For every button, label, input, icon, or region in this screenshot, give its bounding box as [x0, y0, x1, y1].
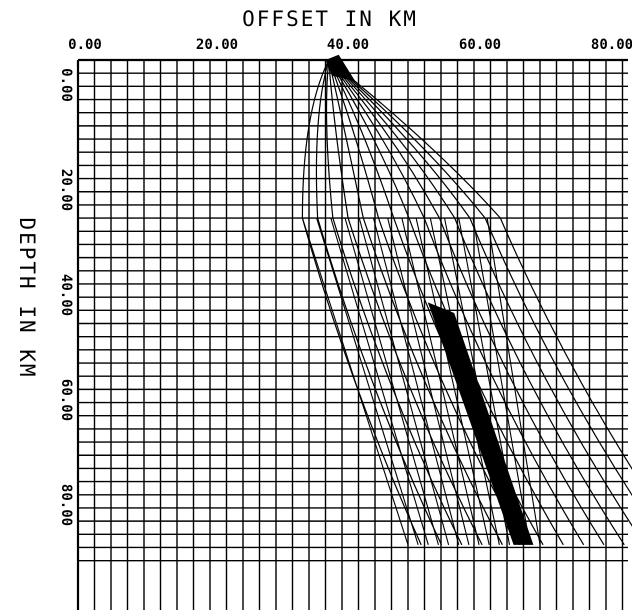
ray-path: [328, 59, 632, 470]
ray-path: [401, 217, 480, 545]
ray-path: [330, 217, 429, 545]
y-tick-label: 0.00: [58, 68, 74, 102]
ray-path: [301, 59, 422, 546]
x-tick-label: 40.00: [327, 37, 369, 53]
ray-path: [415, 217, 490, 545]
y-tick-labels: 0.00 20.00 40.00 60.00 80.00: [58, 68, 74, 526]
ray-path: [328, 59, 483, 546]
x-tick-labels: 0.00 20.00 40.00 60.00 80.00: [68, 37, 632, 53]
ray-path: [328, 59, 625, 546]
ray-path: [328, 59, 564, 546]
ray-path: [328, 59, 632, 527]
ray-path: [328, 59, 524, 546]
y-axis-title: DEPTH IN KM: [15, 217, 39, 378]
ray-path: [325, 59, 463, 546]
ray-path: [315, 59, 443, 546]
ray-path: [486, 218, 541, 545]
caustic-band: [427, 302, 534, 545]
x-axis-title: OFFSET IN KM: [242, 7, 418, 31]
ray-path: [358, 217, 450, 545]
ray-path: [387, 217, 470, 545]
ray-path: [316, 217, 419, 546]
y-tick-label: 20.00: [58, 169, 74, 211]
ray-path: [328, 59, 632, 497]
y-tick-label: 60.00: [58, 379, 74, 421]
x-tick-label: 80.00: [591, 37, 632, 53]
x-tick-label: 0.00: [68, 37, 102, 53]
ray-paths: [301, 59, 632, 546]
ray-path: [328, 59, 585, 546]
x-tick-label: 20.00: [196, 37, 238, 53]
ray-path: [372, 217, 460, 545]
y-tick-label: 40.00: [58, 274, 74, 316]
y-tick-label: 80.00: [58, 484, 74, 526]
source-ray-bundle: [325, 54, 356, 82]
ray-path: [344, 217, 439, 545]
ray-path: [328, 59, 605, 546]
ray-path: [472, 218, 531, 545]
ray-path: [328, 59, 503, 546]
x-tick-label: 60.00: [459, 37, 501, 53]
ray-path: [301, 217, 409, 546]
